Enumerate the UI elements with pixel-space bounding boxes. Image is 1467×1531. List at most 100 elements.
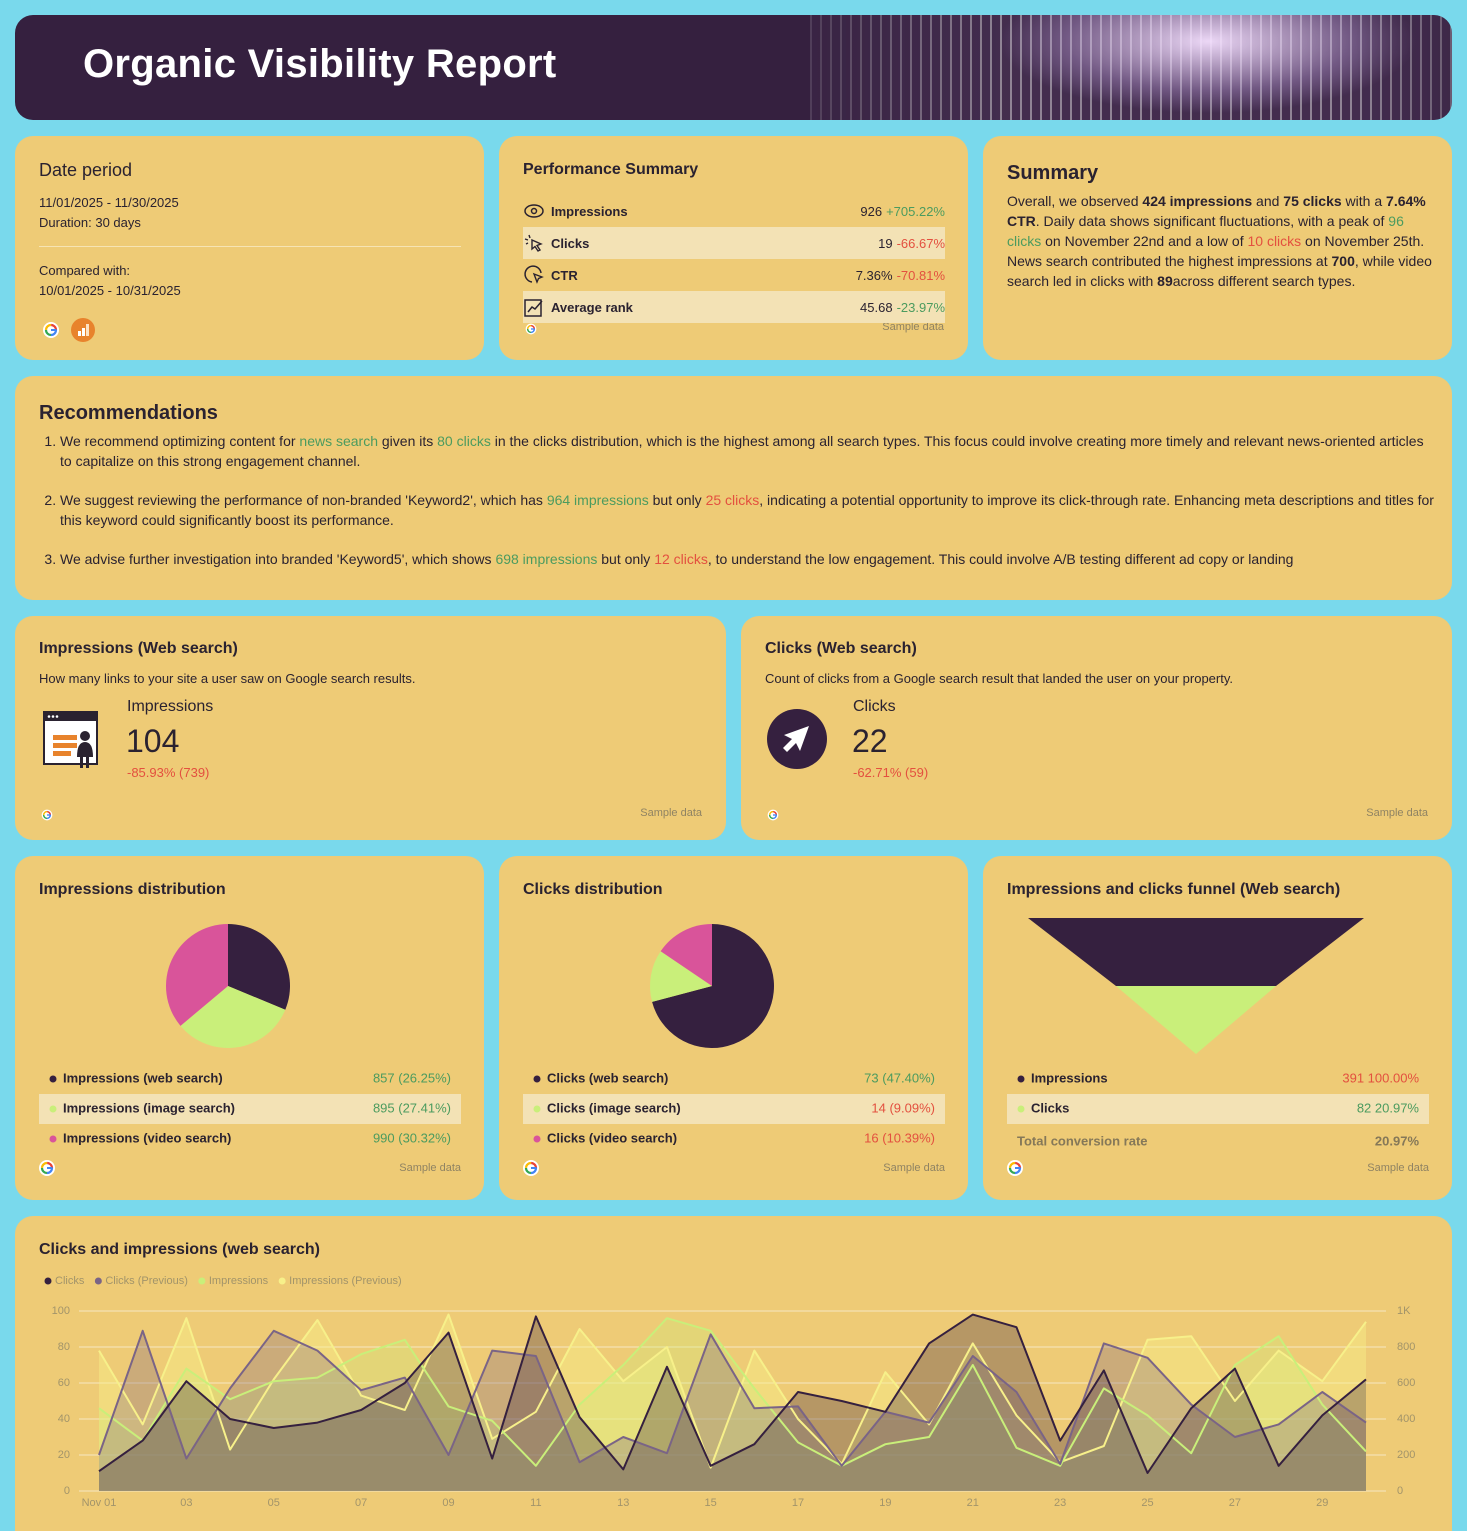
- text-run: 10 clicks: [1247, 233, 1302, 249]
- text-run: Overall, we observed: [1007, 193, 1143, 209]
- divider: [39, 246, 461, 247]
- text-run: , to understand the low engagement. This…: [707, 551, 1294, 567]
- row-value: 45.68: [860, 299, 893, 315]
- text-run: given its: [378, 433, 438, 449]
- text-run: , indicating a potential opportunity to …: [60, 492, 1434, 528]
- card-description: Count of clicks from a Google search res…: [765, 671, 1233, 686]
- y-tick-label: 100: [52, 1305, 70, 1317]
- text-run: on November 25th. News search contribute…: [1007, 233, 1425, 269]
- x-tick-label: Nov 01: [82, 1497, 117, 1509]
- y2-tick-label: 400: [1397, 1413, 1415, 1425]
- date-range: 11/01/2025 - 11/30/2025: [39, 195, 179, 210]
- chart-card: Clicks and impressions (web search) Click…: [15, 1216, 1452, 1531]
- clicks-icon: [767, 709, 827, 769]
- header-decoration: [810, 15, 1452, 120]
- legend-marker: [49, 1135, 57, 1143]
- legend-value: 990 (30.32%): [373, 1130, 451, 1145]
- x-tick-label: 05: [268, 1497, 280, 1509]
- funnel-stage: [1028, 918, 1364, 986]
- sample-data: Sample data: [882, 321, 944, 333]
- card-title: Impressions (Web search): [39, 640, 238, 657]
- text-run: across different search types.: [1172, 273, 1356, 289]
- icon-arc: [524, 1161, 538, 1175]
- card-title: Summary: [1007, 162, 1099, 184]
- chart: Clicks distribution Clicks (web search) 73…: [523, 881, 946, 1176]
- x-tick-label: 11: [530, 1497, 541, 1509]
- card-title: Performance Summary: [523, 161, 699, 178]
- legend-value: 82 20.97%: [1357, 1100, 1420, 1115]
- text-run: 80 clicks: [437, 433, 491, 449]
- legend-marker: [198, 1277, 206, 1285]
- legend-label: Impressions: [209, 1275, 269, 1287]
- performance-summary-card: Performance Summary Sample data Impressi…: [499, 136, 968, 360]
- pie-slice: [660, 924, 712, 986]
- text-run: We advise further investigation into bra…: [60, 551, 496, 567]
- text-run: . Daily data shows significant fluctuati…: [1035, 213, 1389, 229]
- google-icon: [43, 322, 59, 338]
- total-value: 20.97%: [1375, 1133, 1420, 1148]
- area-fill: [99, 1318, 1366, 1491]
- icon-arc: [42, 810, 52, 820]
- legend-marker: [533, 1075, 541, 1083]
- text-run: 25 clicks: [705, 492, 760, 508]
- icon-bar: [47, 814, 51, 816]
- summary-text: Overall, we observed 424 impressions and…: [1007, 191, 1432, 291]
- header: Organic Visibility Report: [15, 15, 1452, 120]
- text-run: 700: [1331, 253, 1355, 269]
- legend-label: Impressions: [1031, 1070, 1108, 1085]
- row-label: CTR: [551, 267, 578, 283]
- legend-label: Clicks (web search): [547, 1070, 668, 1085]
- sample-data: Sample data: [640, 807, 702, 819]
- legend-value: 73 (47.40%): [864, 1070, 935, 1085]
- y-tick-label: 80: [58, 1341, 70, 1353]
- legend-marker: [1017, 1075, 1025, 1083]
- row-value: 7.36%: [855, 267, 893, 283]
- line: [98, 1313, 1367, 1469]
- text-run: in the clicks distribution, which is the…: [60, 433, 1424, 469]
- legend-value: 857 (26.25%): [373, 1070, 451, 1085]
- pie-slice: [228, 924, 290, 1010]
- legend-marker: [533, 1135, 541, 1143]
- text-run: 89: [1157, 273, 1173, 289]
- kpi-value: 22: [852, 723, 888, 759]
- recommendation-item: We suggest reviewing the performance of …: [60, 490, 1434, 530]
- total-label: Total conversion rate: [1017, 1133, 1148, 1148]
- kpi-card: Impressions (Web search) How many links …: [15, 616, 726, 840]
- area-fill: [99, 1314, 1366, 1491]
- icon-arc: [44, 323, 58, 337]
- duration: Duration: 30 days: [39, 215, 141, 230]
- legend-row-bg: [1007, 1094, 1429, 1124]
- row-icon: [524, 265, 544, 284]
- legend-row-bg: [39, 1094, 461, 1124]
- y2-tick-label: 600: [1397, 1377, 1415, 1389]
- text-run: with a: [1341, 193, 1387, 209]
- chart: Impressions and clicks funnel (Web searc…: [1007, 881, 1430, 1176]
- chart-card: Impressions and clicks funnel (Web searc…: [983, 856, 1452, 1200]
- text-run: , while video search led in clicks with: [1007, 253, 1432, 289]
- x-tick-label: 15: [705, 1497, 717, 1509]
- text-run: and: [1252, 193, 1284, 209]
- text-run: but only: [597, 551, 655, 567]
- row-icon: [524, 234, 543, 252]
- legend-label: Clicks (image search): [547, 1100, 681, 1115]
- row-value-box: 926 +705.22%: [860, 204, 945, 219]
- recommendations-list: We recommend optimizing content for news…: [39, 431, 1434, 569]
- text-run: news search: [299, 433, 378, 449]
- x-tick-label: 07: [355, 1497, 367, 1509]
- chart-title: Clicks and impressions (web search): [39, 1241, 320, 1258]
- legend-marker: [1017, 1105, 1025, 1113]
- text-run: 7.64% CTR: [1007, 193, 1426, 229]
- google-icon: [39, 1160, 55, 1176]
- icon-arc: [1008, 1161, 1022, 1175]
- icon-arc: [526, 324, 536, 334]
- recommendations-list-box: We recommend optimizing content for news…: [39, 431, 1434, 579]
- text-run: on November 22nd and a low of: [1041, 233, 1248, 249]
- x-tick-label: 21: [967, 1497, 979, 1509]
- legend-marker: [94, 1277, 102, 1285]
- kpi-card: Clicks (Web search) Count of clicks from…: [741, 616, 1452, 840]
- icon-arc: [524, 1161, 538, 1175]
- legend-label: Clicks: [55, 1275, 85, 1287]
- icon-arc: [40, 1161, 54, 1175]
- text-run: 964 impressions: [546, 492, 649, 508]
- sample-data: Sample data: [1366, 807, 1428, 819]
